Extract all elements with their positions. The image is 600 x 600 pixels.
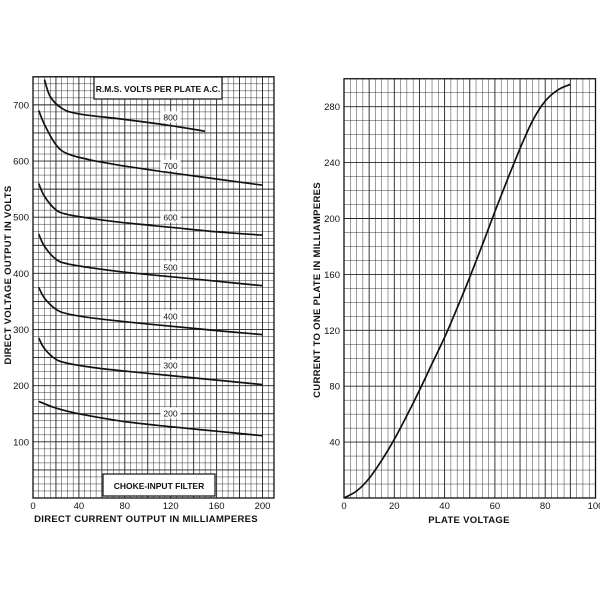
curve-label-background [160,211,181,223]
curve-label-600: 600 [163,212,177,222]
right-chart: 0 20 40 60 80 100 40 80 120 160 200 240 280 PLATE VO… [312,78,600,526]
curve-label-700: 700 [163,161,177,171]
left-y-tick-label: 300 [13,325,29,336]
left-bottom-box [102,473,216,497]
left-bottom-box-label: CHOKE-INPUT FILTER [114,481,205,491]
curve-600-volts [37,183,263,237]
left-y-axis-label: DIRECT VOLTAGE OUTPUT IN VOLTS [3,186,14,365]
left-y-tick-label: 200 [13,381,29,392]
left-y-tick-label: 500 [13,213,29,224]
right-y-tick-label: 80 [329,382,340,393]
curve-300-volts [37,337,263,386]
left-x-tick-label: 200 [255,501,271,512]
left-x-axis-label: DIRECT CURRENT OUTPUT IN MILLIAMPERES [34,514,258,525]
left-y-tick-label: 700 [13,100,29,111]
left-x-tick-label: 40 [74,501,85,512]
right-x-tick-label: 100 [588,501,600,512]
curve-label-background [160,261,181,273]
left-top-box-label: R.M.S. VOLTS PER PLATE A.C. [96,84,221,94]
right-y-tick-label: 200 [324,214,340,225]
left-x-tick-label: 0 [30,501,35,512]
curve-label-500: 500 [163,262,177,272]
plate-current-curve [343,83,571,499]
curve-label-background [160,359,181,371]
right-plot-frame [343,78,597,499]
right-x-tick-label: 60 [490,501,501,512]
left-x-tick-label: 120 [163,501,179,512]
curve-200-volts [38,400,263,437]
left-y-tick-label: 100 [13,437,29,448]
right-y-axis-label: CURRENT TO ONE PLATE IN MILLIAMPERES [312,182,323,398]
curve-500-volts [37,233,263,287]
curve-700-volts [37,110,263,187]
curve-label-background [160,111,181,123]
right-series-group [343,83,571,499]
right-y-tick-label: 280 [324,102,340,113]
curve-400-volts [37,286,263,336]
left-tick-labels: 0 40 80 120 160 200 100 200 300 400 500 600 700 [13,100,270,512]
curve-label-background [160,159,181,171]
left-x-tick-label: 80 [120,501,131,512]
left-y-tick-label: 600 [13,157,29,168]
right-x-tick-label: 80 [540,501,551,512]
right-y-tick-label: 120 [324,326,340,337]
curve-label-background [160,310,181,322]
right-x-tick-label: 40 [439,501,450,512]
left-y-tick-label: 400 [13,269,29,280]
right-y-tick-label: 160 [324,270,340,281]
right-x-tick-label: 0 [341,501,346,512]
right-y-tick-label: 240 [324,158,340,169]
right-tick-labels: 0 20 40 60 80 100 40 80 120 160 200 240 280 [324,102,600,512]
curve-label-800: 800 [163,112,177,122]
right-x-tick-label: 20 [389,501,400,512]
right-x-axis-label: PLATE VOLTAGE [428,515,509,526]
left-top-box [93,76,223,100]
curve-label-300: 300 [163,361,177,371]
curve-label-background [160,407,181,419]
left-series-group: 800 700 600 500 400 300 200 [37,79,263,437]
right-y-tick-label: 40 [329,438,340,449]
curve-label-200: 200 [163,408,177,418]
curve-800-volts [43,79,206,133]
curve-label-400: 400 [163,311,177,321]
right-grid [343,78,597,499]
left-x-tick-label: 160 [209,501,225,512]
